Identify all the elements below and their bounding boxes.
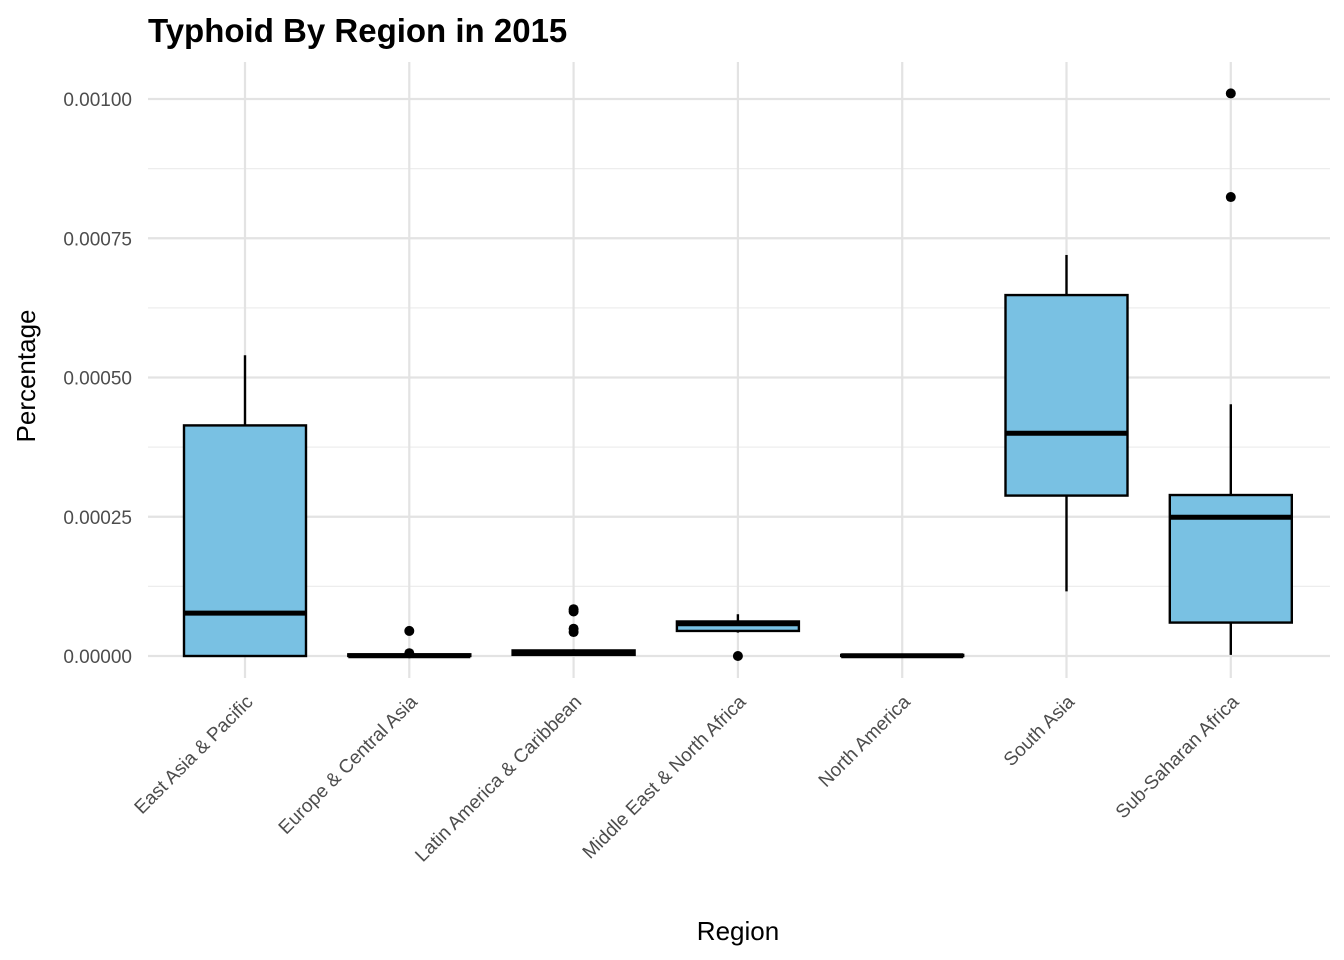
chart-title: Typhoid By Region in 2015 bbox=[148, 12, 567, 49]
box-iqr bbox=[1168, 493, 1294, 624]
box-iqr bbox=[182, 424, 308, 658]
outlier-point bbox=[404, 625, 415, 636]
box-group bbox=[1004, 254, 1129, 592]
x-axis-title: Region bbox=[697, 916, 779, 946]
box-group bbox=[182, 355, 308, 658]
y-tick-label: 0.00025 bbox=[63, 508, 132, 529]
outlier-point bbox=[568, 606, 579, 617]
outlier-point bbox=[568, 627, 579, 638]
plot-marks bbox=[182, 88, 1294, 661]
outlier-point bbox=[732, 651, 743, 661]
box-group bbox=[1168, 88, 1294, 655]
y-tick-label: 0.00050 bbox=[63, 369, 132, 390]
y-tick-label: 0.00100 bbox=[63, 90, 132, 111]
box-iqr bbox=[1004, 293, 1129, 497]
outlier-point bbox=[1225, 192, 1236, 203]
box-group bbox=[347, 625, 472, 659]
box-group bbox=[675, 614, 801, 661]
outlier-point bbox=[1225, 88, 1236, 99]
y-tick-label: 0.00075 bbox=[63, 229, 132, 250]
outlier-point bbox=[404, 648, 415, 659]
y-tick-label: 0.00000 bbox=[63, 647, 132, 668]
y-axis-title: Percentage bbox=[11, 310, 41, 443]
y-axis: 0.00000 0.00025 0.00050 0.00075 0.00100 bbox=[63, 90, 132, 668]
box-group bbox=[511, 604, 636, 657]
box-group bbox=[840, 653, 965, 659]
